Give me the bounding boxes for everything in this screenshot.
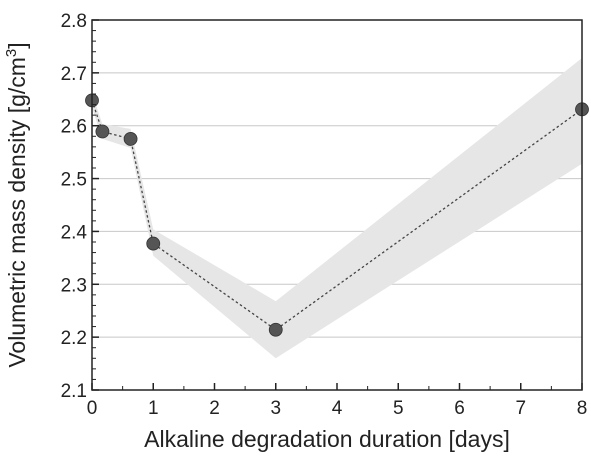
- x-tick-label: 6: [454, 398, 465, 419]
- x-tick-label: 2: [209, 398, 220, 419]
- y-tick-label: 2.3: [61, 275, 87, 296]
- uncertainty-band-layer: [92, 58, 582, 359]
- y-axis-title-close: ]: [4, 42, 30, 48]
- y-axis-title-main: Volumetric mass density [g/cm: [4, 57, 30, 368]
- data-point: [123, 132, 138, 146]
- x-tick-label: 4: [332, 398, 343, 419]
- y-tick-label: 2.6: [61, 117, 87, 138]
- x-axis-title: Alkaline degradation duration [days]: [144, 426, 510, 452]
- uncertainty-band: [92, 58, 582, 359]
- y-tick-label: 2.4: [61, 222, 88, 243]
- y-tick-label: 2.1: [61, 381, 87, 402]
- x-tick-label: 0: [87, 398, 98, 419]
- x-tick-labels: 0 1 2 3 4 5 6 7 8: [87, 398, 588, 419]
- x-tick-label: 8: [577, 398, 588, 419]
- x-tick-label: 3: [270, 398, 281, 419]
- data-point: [268, 322, 283, 337]
- y-tick-label: 2.8: [61, 11, 87, 32]
- data-point: [95, 124, 110, 139]
- y-tick-labels: 2.1 2.2 2.3 2.4 2.5 2.6 2.7 2.8: [61, 11, 88, 402]
- data-point: [146, 236, 161, 251]
- axis-ticks: [91, 19, 583, 391]
- x-tick-label: 7: [515, 398, 526, 419]
- grid-lines: [92, 72, 582, 338]
- y-tick-label: 2.7: [61, 64, 87, 85]
- y-axis-title-superscript: 3: [3, 49, 20, 57]
- data-points: [85, 93, 589, 337]
- y-axis-title: Volumetric mass density [g/cm3]: [3, 42, 30, 367]
- y-tick-label: 2.2: [61, 328, 87, 349]
- y-tick-label: 2.5: [61, 170, 87, 191]
- x-tick-label: 5: [393, 398, 404, 419]
- x-tick-label: 1: [148, 398, 159, 419]
